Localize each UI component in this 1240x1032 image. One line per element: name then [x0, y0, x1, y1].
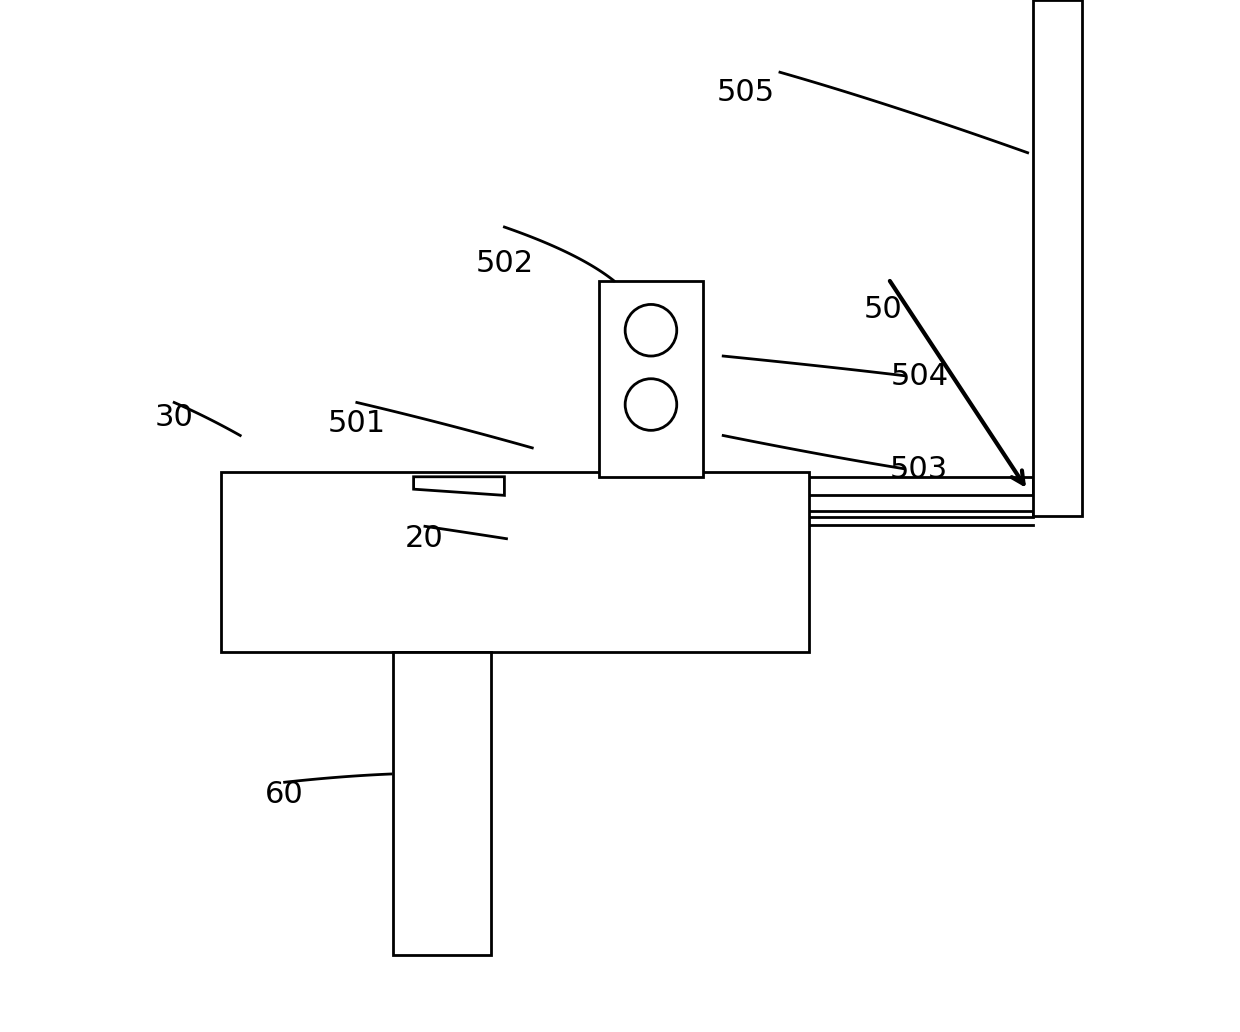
Bar [599, 281, 703, 477]
Circle shape [625, 304, 677, 356]
Bar [221, 472, 808, 652]
Text: 504: 504 [890, 362, 949, 391]
Bar [505, 511, 1033, 517]
Text: 60: 60 [265, 780, 304, 809]
Bar [393, 652, 491, 955]
Text: 502: 502 [475, 249, 533, 278]
Bar [505, 477, 1033, 495]
Text: 503: 503 [890, 455, 949, 484]
Text: 20: 20 [404, 524, 443, 553]
Circle shape [625, 379, 677, 430]
Text: 50: 50 [864, 295, 903, 324]
Polygon shape [414, 477, 505, 495]
Text: 501: 501 [327, 409, 386, 438]
Bar [1033, 0, 1083, 516]
Text: 30: 30 [155, 404, 193, 432]
Text: 505: 505 [717, 78, 775, 107]
